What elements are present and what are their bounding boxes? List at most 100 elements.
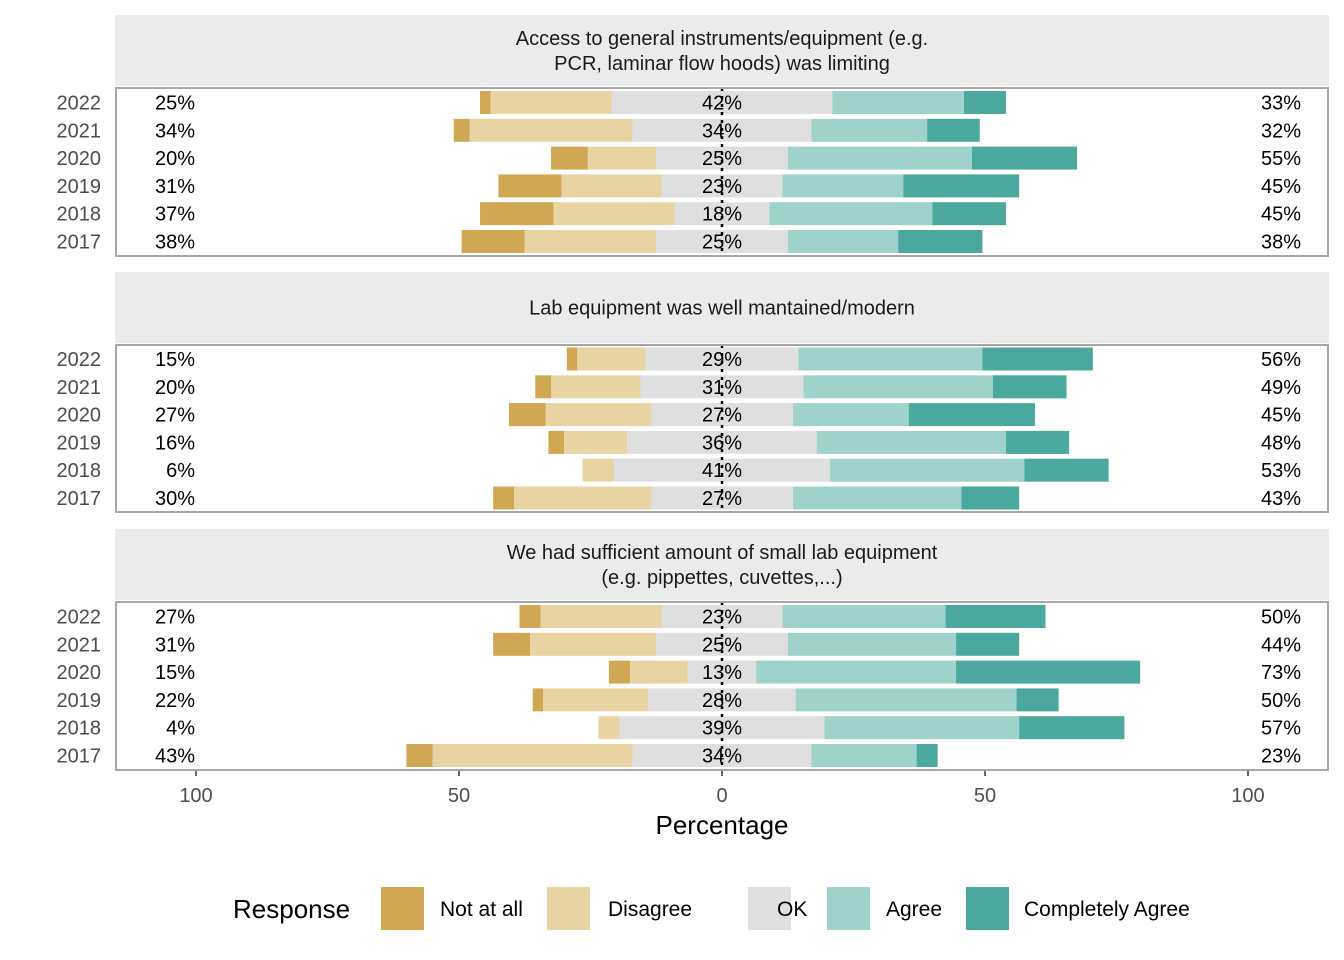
bar-segment-disagree	[540, 605, 662, 628]
bar-segment-ok	[687, 660, 757, 684]
center-percent-label: 29%	[702, 349, 742, 371]
bar-row: 2021 34% 34% 32%	[57, 118, 1301, 142]
left-percent-label: 31%	[155, 176, 195, 198]
facet-panel: Lab equipment was well mantained/modern 2…	[57, 272, 1329, 513]
bar-row: 2017 30% 27% 43%	[57, 486, 1301, 510]
panels-layer: Access to general instruments/equipment …	[57, 15, 1329, 771]
bar-segment-completely-agree	[971, 146, 1078, 170]
x-tick-label: 0	[716, 785, 727, 807]
left-percent-label: 6%	[166, 460, 195, 482]
bar-segment-not-at-all	[461, 230, 525, 253]
left-percent-label: 27%	[155, 607, 195, 629]
bar-segment-disagree	[564, 430, 628, 454]
bar-segment-completely-agree	[1024, 458, 1109, 482]
bar-segment-not-at-all	[532, 688, 544, 712]
facet-strip	[115, 15, 1329, 86]
y-tick-label: 2017	[57, 488, 102, 510]
bar-segment-completely-agree	[908, 403, 1035, 427]
bar-row: 2022 25% 42% 33%	[57, 91, 1301, 115]
right-percent-label: 23%	[1261, 746, 1301, 768]
left-percent-label: 15%	[155, 349, 195, 371]
bar-segment-disagree	[577, 347, 646, 371]
bar-segment-not-at-all	[535, 375, 552, 399]
left-percent-label: 34%	[155, 120, 195, 142]
bar-segment-completely-agree	[898, 230, 983, 253]
bar-segment-disagree	[545, 403, 651, 427]
y-tick-label: 2020	[57, 405, 102, 427]
bar-segment-not-at-all	[493, 486, 515, 510]
right-percent-label: 43%	[1261, 488, 1301, 510]
y-tick-label: 2020	[57, 148, 102, 170]
facet-strip	[115, 529, 1329, 600]
y-tick-label: 2021	[57, 377, 102, 399]
y-tick-label: 2022	[57, 349, 102, 371]
bar-segment-completely-agree	[903, 174, 1020, 198]
facet-title: Access to general instruments/equipment …	[516, 28, 928, 50]
y-tick-label: 2019	[57, 432, 102, 454]
left-percent-label: 38%	[155, 232, 195, 254]
bar-row: 2021 20% 31% 49%	[57, 375, 1301, 399]
left-percent-label: 30%	[155, 488, 195, 510]
x-tick-label: 50	[974, 785, 996, 807]
right-percent-label: 44%	[1261, 634, 1301, 656]
left-percent-label: 4%	[166, 718, 195, 740]
left-percent-label: 31%	[155, 634, 195, 656]
bar-segment-disagree	[582, 458, 615, 482]
left-percent-label: 20%	[155, 377, 195, 399]
y-tick-label: 2022	[57, 607, 102, 629]
bar-segment-completely-agree	[992, 375, 1067, 399]
center-percent-label: 25%	[702, 148, 742, 170]
right-percent-label: 45%	[1261, 405, 1301, 427]
legend-label: Completely Agree	[1024, 898, 1190, 921]
bar-segment-not-at-all	[566, 347, 578, 371]
bar-segment-disagree	[469, 118, 633, 142]
left-percent-label: 15%	[155, 662, 195, 684]
bar-segment-disagree	[524, 230, 657, 253]
bar-segment-ok	[614, 458, 830, 482]
facet-panel: Access to general instruments/equipment …	[57, 15, 1329, 257]
legend: Response Not at all Disagree OK Agree Comple…	[233, 887, 1190, 930]
y-tick-label: 2022	[57, 93, 102, 115]
bar-row: 2018 4% 39% 57%	[57, 716, 1301, 740]
bar-segment-disagree	[543, 688, 649, 712]
bar-segment-agree	[756, 660, 957, 684]
left-percent-label: 43%	[155, 746, 195, 768]
bar-segment-agree	[787, 146, 972, 170]
y-tick-label: 2017	[57, 232, 102, 254]
bar-segment-completely-agree	[932, 202, 1007, 226]
x-axis-title: Percentage	[656, 810, 789, 840]
right-percent-label: 45%	[1261, 176, 1301, 198]
right-percent-label: 55%	[1261, 148, 1301, 170]
bar-row: 2020 20% 25% 55%	[57, 146, 1301, 170]
bar-segment-not-at-all	[493, 632, 531, 656]
bar-segment-not-at-all	[480, 202, 554, 226]
bar-segment-completely-agree	[982, 347, 1093, 371]
left-percent-label: 25%	[155, 93, 195, 115]
facet-title: PCR, laminar flow hoods) was limiting	[554, 53, 890, 75]
bar-row: 2018 37% 18% 45%	[57, 202, 1301, 226]
y-tick-label: 2017	[57, 746, 102, 768]
bar-segment-agree	[811, 744, 917, 767]
bar-row: 2017 43% 34% 23%	[57, 744, 1301, 768]
right-percent-label: 45%	[1261, 204, 1301, 226]
bar-segment-agree	[787, 230, 899, 253]
bar-row: 2019 16% 36% 48%	[57, 430, 1301, 454]
legend-title: Response	[233, 894, 350, 924]
bar-segment-completely-agree	[1019, 716, 1125, 740]
bar-segment-completely-agree	[956, 632, 1020, 656]
right-percent-label: 50%	[1261, 690, 1301, 712]
x-axis: 100 50 0 50 100	[179, 771, 1265, 807]
right-percent-label: 32%	[1261, 120, 1301, 142]
legend-key	[827, 887, 870, 930]
y-tick-label: 2021	[57, 634, 102, 656]
legend-label: Not at all	[440, 898, 523, 921]
bar-segment-agree	[795, 688, 1017, 712]
left-percent-label: 16%	[155, 432, 195, 454]
bar-segment-ok	[674, 202, 770, 226]
bar-segment-ok	[611, 91, 833, 114]
bar-segment-agree	[803, 375, 993, 399]
bar-row: 2018 6% 41% 53%	[57, 458, 1301, 482]
bar-segment-ok	[650, 403, 794, 427]
right-percent-label: 50%	[1261, 607, 1301, 629]
